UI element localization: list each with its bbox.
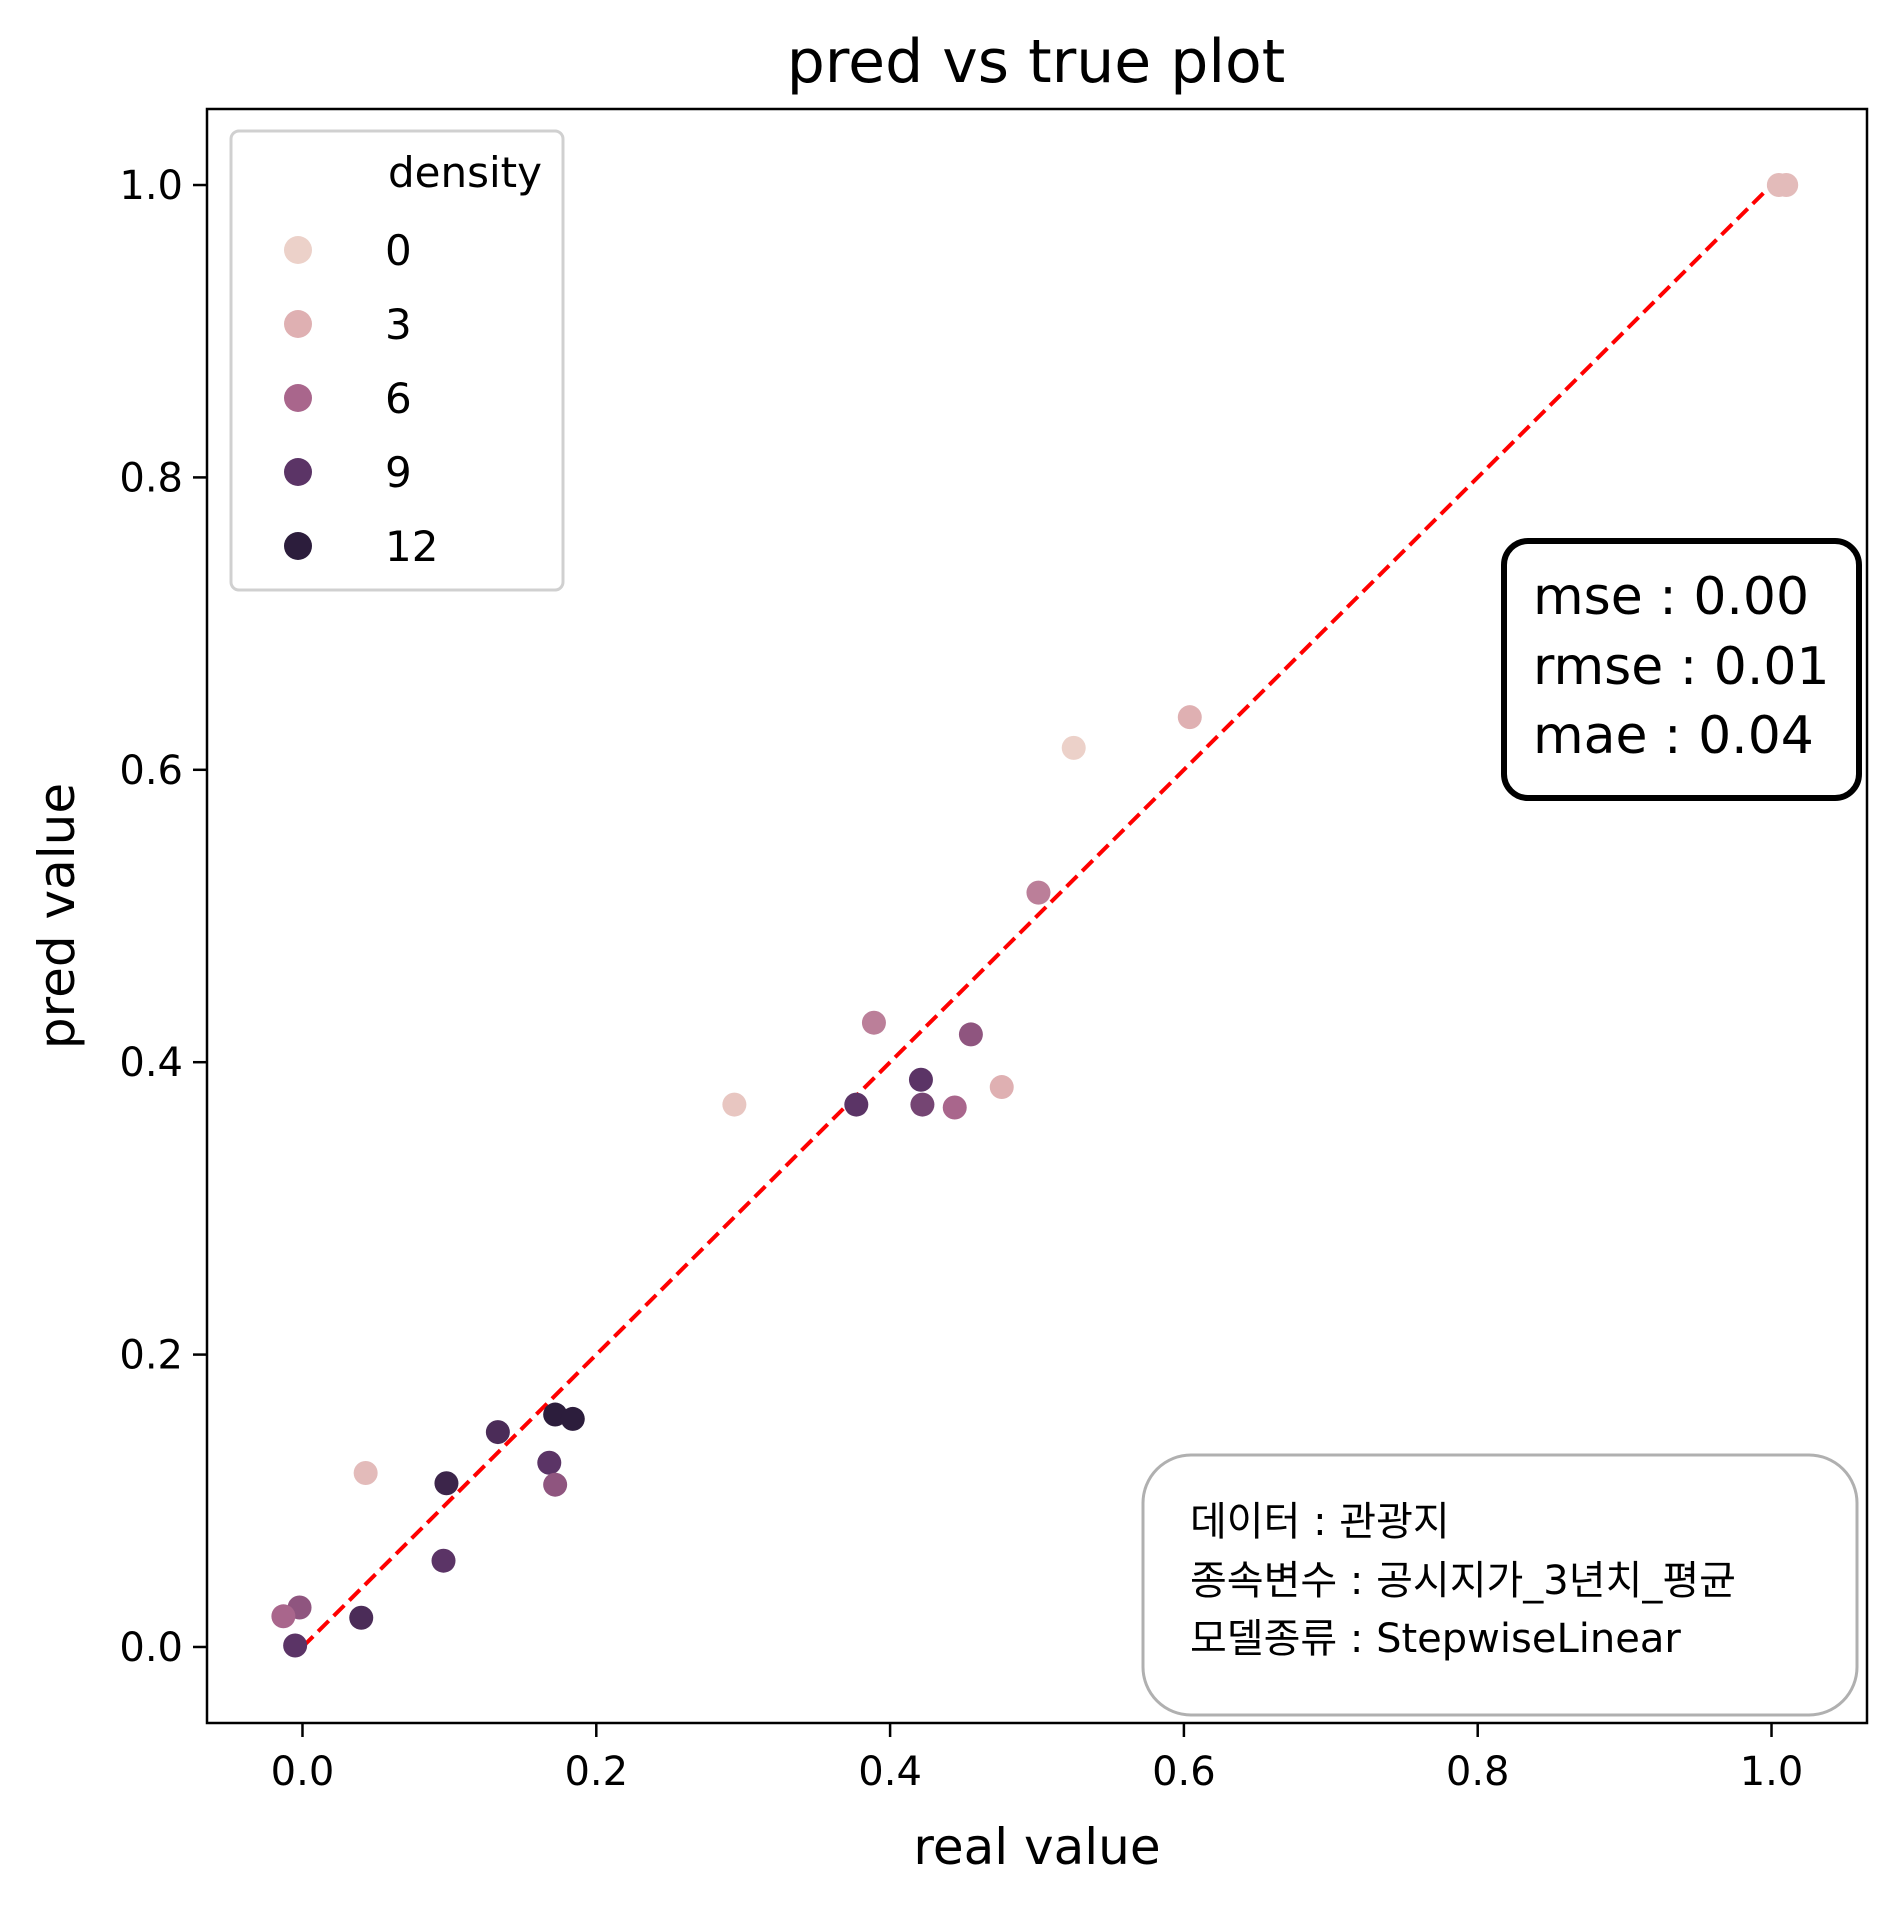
y-tick-label: 0.4 — [119, 1040, 183, 1086]
metric-mse: mse : 0.00 — [1533, 567, 1809, 627]
legend-frame — [229, 129, 565, 592]
x-tick-label: 0.8 — [1446, 1749, 1510, 1795]
data-point — [283, 1633, 308, 1658]
data-point — [485, 1420, 510, 1445]
data-point — [543, 1472, 568, 1497]
data-point — [1177, 705, 1202, 730]
data-point — [537, 1450, 562, 1475]
data-point — [560, 1406, 585, 1431]
info-box: 데이터 : 관광지 종속변수 : 공시지가_3년치_평균 모델종류 : Step… — [1141, 1453, 1859, 1717]
y-tick-label: 0.6 — [119, 748, 183, 794]
legend-title: density — [388, 148, 542, 197]
data-point — [434, 1471, 459, 1496]
x-tick-label: 0.2 — [564, 1749, 628, 1795]
metric-mae: mae : 0.04 — [1533, 706, 1814, 766]
reference-line — [301, 183, 1773, 1649]
x-tick-label: 0.4 — [858, 1749, 922, 1795]
plot-area-frame — [205, 107, 1869, 1725]
data-point — [1774, 173, 1799, 198]
legend-marker — [284, 236, 312, 264]
x-axis-label: real value — [913, 1818, 1160, 1876]
x-tick-label: 1.0 — [1740, 1749, 1804, 1795]
data-point — [989, 1075, 1014, 1100]
x-tick-label: 0.0 — [271, 1749, 335, 1795]
data-point — [431, 1548, 456, 1573]
metric-rmse: rmse : 0.01 — [1533, 637, 1830, 697]
metrics-box-frame — [1501, 538, 1862, 801]
legend-label: 0 — [385, 226, 412, 275]
axis-ticks: 0.0 0.2 0.4 0.6 0.8 1.0 0.0 0.2 0.4 0.6 0.8 1.0 — [119, 163, 1803, 1795]
y-axis-label: pred value — [28, 783, 86, 1049]
data-point — [1061, 735, 1086, 760]
y-tick-label: 0.2 — [119, 1333, 183, 1379]
y-tick-label: 0.0 — [119, 1625, 183, 1671]
legend-label: 3 — [385, 300, 412, 349]
y-tick-label: 0.8 — [119, 455, 183, 501]
x-tick-label: 0.6 — [1152, 1749, 1216, 1795]
info-model-line: 모델종류 : StepwiseLinear — [1190, 1616, 1681, 1662]
data-point — [958, 1022, 983, 1047]
legend: density 0 3 6 9 12 — [229, 129, 565, 592]
reference-line-layer — [301, 183, 1773, 1649]
data-point — [353, 1461, 378, 1486]
legend-label: 6 — [385, 374, 412, 423]
data-point — [271, 1604, 296, 1629]
data-point — [908, 1067, 933, 1092]
info-data-line: 데이터 : 관광지 — [1190, 1499, 1450, 1545]
data-point — [349, 1605, 374, 1630]
legend-label: 12 — [385, 522, 438, 571]
data-point — [722, 1092, 747, 1117]
metrics-box: mse : 0.00 rmse : 0.01 mae : 0.04 — [1501, 538, 1862, 801]
data-point — [1026, 880, 1051, 905]
y-tick-label: 1.0 — [119, 163, 183, 209]
legend-label: 9 — [385, 448, 412, 497]
data-point — [942, 1095, 967, 1120]
chart-title: pred vs true plot — [787, 27, 1286, 97]
info-target-line: 종속변수 : 공시지가_3년치_평균 — [1190, 1558, 1736, 1604]
points-layer — [271, 173, 1799, 1658]
info-box-frame — [1141, 1453, 1859, 1717]
legend-entries: 0 3 6 9 12 — [284, 226, 438, 571]
legend-marker — [284, 458, 312, 486]
data-point — [861, 1010, 886, 1035]
data-point — [910, 1092, 935, 1117]
legend-marker — [284, 532, 312, 560]
legend-marker — [284, 310, 312, 338]
legend-marker — [284, 384, 312, 412]
data-point — [844, 1092, 869, 1117]
